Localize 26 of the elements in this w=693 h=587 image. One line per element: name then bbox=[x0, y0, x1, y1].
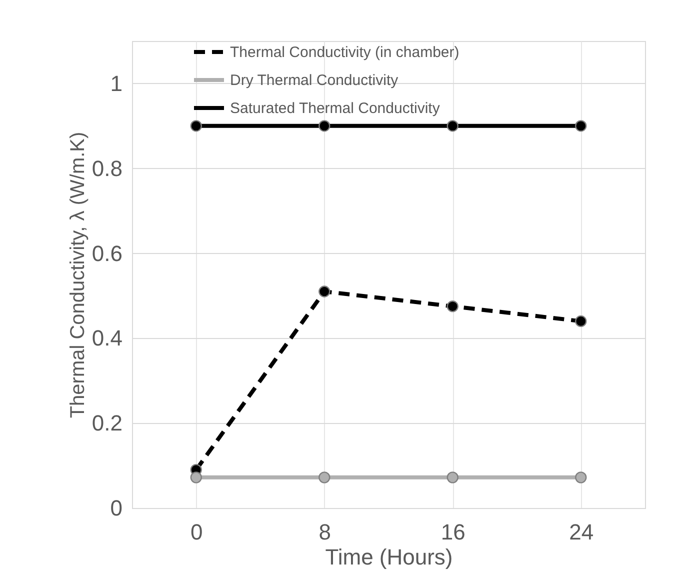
point bbox=[575, 472, 587, 484]
legend-label: Saturated Thermal Conductivity bbox=[230, 100, 440, 117]
x-tick-label: 8 bbox=[318, 520, 331, 544]
y-tick-label: 0.2 bbox=[92, 410, 122, 436]
y-tick-label: 1 bbox=[110, 70, 122, 96]
point bbox=[318, 120, 330, 132]
point bbox=[446, 120, 458, 132]
point bbox=[190, 472, 202, 484]
x-tick-label: 16 bbox=[440, 520, 466, 544]
x-axis-title: Time (Hours) bbox=[325, 544, 453, 570]
legend-label: Thermal Conductivity (in chamber) bbox=[230, 44, 460, 61]
legend-label: Dry Thermal Conductivity bbox=[230, 72, 399, 89]
x-tick-label: 24 bbox=[569, 520, 594, 544]
point bbox=[446, 300, 458, 312]
point bbox=[575, 315, 587, 328]
point bbox=[318, 472, 330, 484]
y-tick-label: 0.4 bbox=[92, 326, 122, 351]
point bbox=[446, 472, 458, 484]
y-tick-label: 0 bbox=[110, 496, 122, 520]
point bbox=[190, 120, 202, 132]
y-axis-title: Thermal Conductivity, λ (W/m.K) bbox=[66, 132, 89, 418]
y-tick-label: 0.8 bbox=[92, 156, 122, 181]
x-tick-label: 0 bbox=[190, 520, 203, 544]
point bbox=[575, 120, 587, 132]
y-tick-label: 0.6 bbox=[92, 240, 122, 266]
point bbox=[318, 286, 330, 298]
